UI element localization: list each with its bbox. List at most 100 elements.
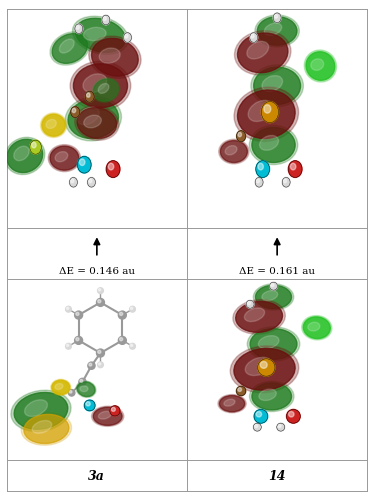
Circle shape [247, 302, 251, 304]
Circle shape [131, 344, 133, 346]
Circle shape [85, 91, 94, 102]
Circle shape [120, 338, 123, 341]
Circle shape [86, 93, 90, 98]
Ellipse shape [249, 126, 298, 164]
Ellipse shape [252, 128, 295, 162]
Circle shape [282, 178, 290, 187]
Ellipse shape [50, 146, 79, 170]
Ellipse shape [5, 138, 45, 174]
Circle shape [67, 344, 69, 346]
Ellipse shape [245, 358, 272, 376]
Ellipse shape [237, 90, 295, 138]
Circle shape [98, 350, 101, 354]
Ellipse shape [51, 380, 71, 396]
Circle shape [283, 179, 286, 182]
Ellipse shape [230, 346, 299, 393]
Ellipse shape [55, 384, 63, 390]
Ellipse shape [311, 59, 324, 70]
Circle shape [256, 161, 270, 178]
Circle shape [69, 390, 72, 393]
Circle shape [131, 307, 133, 310]
Circle shape [72, 108, 76, 112]
Ellipse shape [249, 381, 294, 412]
Circle shape [98, 362, 103, 368]
Ellipse shape [70, 61, 131, 110]
Circle shape [238, 132, 242, 136]
Ellipse shape [92, 406, 124, 426]
Circle shape [273, 13, 281, 22]
Circle shape [89, 363, 92, 366]
Ellipse shape [73, 64, 128, 108]
Circle shape [65, 344, 71, 349]
Ellipse shape [255, 285, 292, 308]
Ellipse shape [11, 390, 71, 432]
Circle shape [30, 140, 42, 154]
Circle shape [278, 424, 281, 428]
Ellipse shape [59, 39, 74, 53]
Circle shape [238, 388, 242, 392]
Ellipse shape [93, 408, 122, 426]
Circle shape [270, 282, 278, 290]
Circle shape [256, 179, 260, 182]
Circle shape [67, 307, 69, 310]
Ellipse shape [42, 114, 65, 136]
Ellipse shape [224, 399, 235, 406]
Ellipse shape [65, 96, 122, 141]
Circle shape [76, 312, 79, 316]
Ellipse shape [77, 382, 95, 396]
Circle shape [275, 14, 278, 18]
Ellipse shape [46, 120, 56, 128]
Circle shape [250, 32, 258, 42]
Ellipse shape [264, 23, 282, 36]
Circle shape [75, 336, 83, 344]
Circle shape [125, 34, 128, 38]
Circle shape [111, 408, 116, 412]
Ellipse shape [257, 16, 297, 45]
Ellipse shape [14, 146, 29, 160]
Ellipse shape [24, 414, 69, 444]
Circle shape [108, 164, 114, 170]
Circle shape [89, 179, 92, 182]
Ellipse shape [234, 348, 295, 390]
Ellipse shape [220, 140, 247, 162]
Ellipse shape [83, 74, 107, 92]
Circle shape [98, 363, 101, 365]
Ellipse shape [247, 327, 300, 361]
Ellipse shape [92, 38, 138, 76]
Circle shape [277, 423, 285, 431]
Circle shape [290, 164, 296, 170]
Circle shape [71, 179, 74, 182]
Ellipse shape [260, 136, 279, 150]
Ellipse shape [73, 16, 128, 54]
Circle shape [289, 412, 294, 417]
Ellipse shape [252, 383, 292, 410]
Circle shape [286, 410, 300, 423]
Ellipse shape [14, 392, 68, 430]
Ellipse shape [92, 78, 120, 102]
Ellipse shape [7, 140, 43, 172]
Ellipse shape [21, 412, 71, 445]
Ellipse shape [303, 317, 330, 338]
Ellipse shape [237, 33, 288, 72]
Ellipse shape [98, 412, 111, 419]
Circle shape [254, 410, 268, 423]
Circle shape [98, 288, 101, 291]
Ellipse shape [76, 381, 96, 398]
Ellipse shape [219, 140, 249, 164]
Circle shape [75, 24, 83, 34]
Ellipse shape [98, 84, 109, 94]
Ellipse shape [76, 18, 125, 52]
Ellipse shape [52, 380, 70, 394]
Circle shape [120, 312, 123, 316]
Ellipse shape [75, 106, 119, 140]
Circle shape [253, 423, 261, 431]
Text: 3a: 3a [88, 470, 105, 484]
Ellipse shape [77, 107, 99, 124]
Ellipse shape [94, 79, 119, 102]
Circle shape [106, 161, 120, 178]
Circle shape [71, 106, 80, 118]
Ellipse shape [218, 394, 246, 412]
Circle shape [98, 300, 101, 303]
Circle shape [79, 378, 86, 386]
Circle shape [77, 156, 91, 173]
